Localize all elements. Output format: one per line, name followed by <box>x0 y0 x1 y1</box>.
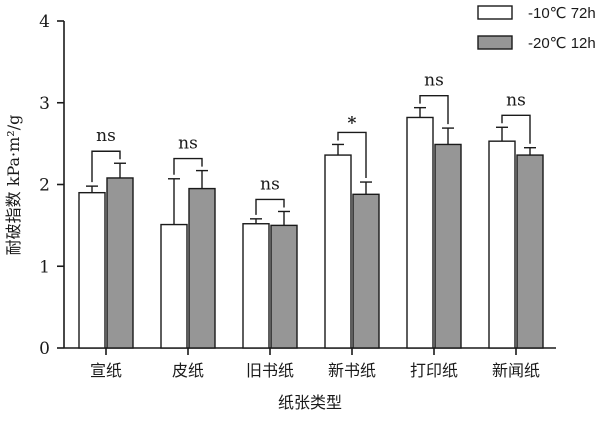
significance-markers: ns ns ns * ns ns <box>91 71 531 215</box>
y-tick-label: 0 <box>39 339 50 359</box>
x-axis-label: 纸张类型 <box>278 393 342 412</box>
significance-bracket <box>419 94 449 125</box>
x-tick-label: 皮纸 <box>172 361 204 380</box>
bar <box>160 223 188 349</box>
bar <box>434 143 462 349</box>
significance-bracket <box>337 131 367 179</box>
significance-label: ns <box>424 71 444 91</box>
significance-bracket <box>255 198 285 215</box>
bar <box>352 193 380 349</box>
x-tick-label: 宣纸 <box>90 361 122 380</box>
y-tick-label: 1 <box>39 257 50 277</box>
x-tick-label: 旧书纸 <box>246 361 294 380</box>
y-tick-label: 3 <box>39 94 50 114</box>
bar <box>242 223 270 349</box>
bar <box>106 177 134 349</box>
legend-label: -20℃ 12h <box>528 35 596 52</box>
bar <box>188 187 216 349</box>
significance-bracket <box>173 157 203 175</box>
legend-label: -10℃ 72h <box>528 5 596 22</box>
significance-label: * <box>348 113 357 133</box>
significance-bracket <box>501 114 531 144</box>
x-tick-label: 新闻纸 <box>492 361 540 380</box>
y-tick-label: 2 <box>39 176 50 196</box>
bar <box>78 191 106 349</box>
x-tick-label: 打印纸 <box>410 361 458 380</box>
legend-swatch <box>477 5 513 20</box>
significance-label: ns <box>96 126 116 146</box>
significance-label: ns <box>506 90 526 110</box>
bar <box>516 154 544 349</box>
significance-bracket <box>91 150 121 183</box>
significance-label: ns <box>260 174 280 194</box>
legend-swatch <box>477 35 513 50</box>
bar <box>406 116 434 349</box>
bar <box>324 154 352 349</box>
bars <box>78 106 544 349</box>
axes: 0 1 2 3 4 宣纸 皮纸 旧书纸 新书纸 打印纸 新闻纸 <box>39 12 556 380</box>
legend: -10℃ 72h -20℃ 12h <box>477 5 596 52</box>
bar <box>270 224 298 349</box>
y-tick-label: 4 <box>39 12 50 32</box>
bar <box>488 140 516 349</box>
y-axis-label: 耐破指数 kPa·m²/g <box>4 115 23 256</box>
x-tick-label: 新书纸 <box>328 361 376 380</box>
significance-label: ns <box>178 134 198 154</box>
